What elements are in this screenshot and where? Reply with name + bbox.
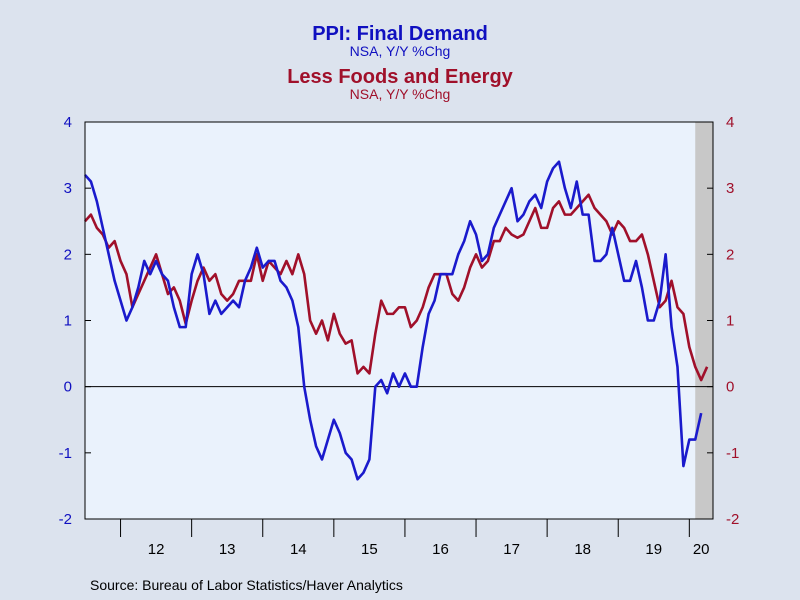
y-tick-label-right: -1 (726, 445, 739, 462)
x-axis: 12 13 14 15 16 17 18 19 20 (120, 519, 710, 558)
y-tick-label-right: 0 (726, 379, 734, 396)
chart-subtitle-core: NSA, Y/Y %Chg (350, 86, 451, 102)
x-tick-label: 17 (503, 541, 520, 558)
y-tick-label-right: 4 (726, 114, 734, 131)
y-axis-right: -2 -1 0 1 2 3 4 (707, 114, 739, 528)
y-tick-label-left: 3 (64, 180, 72, 197)
series-lines (84, 160, 709, 481)
x-tick-label: 20 (693, 541, 710, 558)
chart-subtitle-ppi: NSA, Y/Y %Chg (350, 43, 451, 59)
chart-titles: PPI: Final Demand NSA, Y/Y %Chg Less Foo… (287, 23, 513, 102)
y-tick-label-left: 0 (64, 379, 72, 396)
chart-title-core: Less Foods and Energy (287, 66, 513, 88)
x-tick-label: 12 (148, 541, 165, 558)
y-tick-label-left: -2 (59, 511, 72, 528)
chart-title-ppi: PPI: Final Demand (312, 23, 488, 45)
x-tick-label: 15 (361, 541, 378, 558)
x-tick-label: 13 (219, 541, 236, 558)
x-tick-label: 16 (432, 541, 449, 558)
y-tick-label-left: -1 (59, 445, 72, 462)
source-note: Source: Bureau of Labor Statistics/Haver… (90, 577, 403, 593)
y-tick-label-right: 1 (726, 313, 734, 330)
x-tick-label: 19 (645, 541, 662, 558)
series-line-ppi-final-demand (84, 160, 703, 481)
x-tick-label: 14 (290, 541, 307, 558)
y-tick-label-right: 3 (726, 180, 734, 197)
y-tick-label-left: 4 (64, 114, 72, 131)
y-tick-label-right: 2 (726, 246, 734, 263)
y-axis-left: -2 -1 0 1 2 3 4 (59, 114, 91, 528)
y-tick-label-left: 2 (64, 246, 72, 263)
plot-area (85, 122, 713, 519)
y-tick-label-left: 1 (64, 313, 72, 330)
x-tick-label: 18 (574, 541, 591, 558)
y-tick-label-right: -2 (726, 511, 739, 528)
